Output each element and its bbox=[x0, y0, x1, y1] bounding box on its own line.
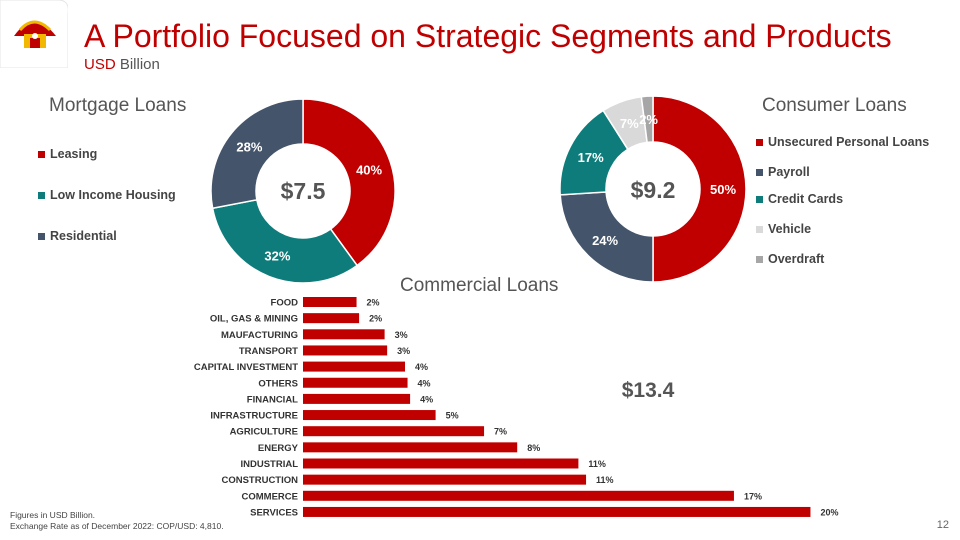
legend-label: Credit Cards bbox=[768, 192, 844, 206]
bar-category-label: CONSTRUCTION bbox=[221, 475, 298, 486]
donut-slice-unsecured-personal-loans bbox=[652, 95, 747, 283]
commercial-total: $13.4 bbox=[621, 379, 675, 402]
page-subtitle: USD Billion bbox=[84, 56, 160, 73]
legend-item-low-income-housing: Low Income Housing bbox=[38, 188, 176, 202]
legend-swatch bbox=[756, 255, 763, 263]
legend-item-vehicle: Vehicle bbox=[756, 222, 811, 236]
bar-category-label: TRANSPORT bbox=[239, 346, 298, 357]
donut-slice-payroll bbox=[559, 191, 654, 283]
bar-value-label: 7% bbox=[494, 427, 507, 437]
legend-item-payroll: Payroll bbox=[756, 165, 810, 179]
legend-swatch bbox=[38, 150, 45, 158]
legend-item-residential: Residential bbox=[38, 229, 117, 243]
consumer-loans-title: Consumer Loans bbox=[762, 95, 907, 116]
bar-value-label: 4% bbox=[420, 394, 433, 404]
legend-label: Leasing bbox=[50, 147, 98, 161]
legend-label: Unsecured Personal Loans bbox=[768, 135, 930, 149]
bar-agriculture bbox=[303, 426, 485, 437]
bar-category-label: FOOD bbox=[271, 298, 299, 309]
footnote-line-1: Figures in USD Billion. bbox=[10, 510, 96, 520]
bar-others bbox=[303, 377, 408, 388]
bar-services bbox=[303, 506, 811, 517]
legend-swatch bbox=[756, 168, 763, 176]
legend-item-overdraft: Overdraft bbox=[756, 252, 824, 266]
bar-value-label: 20% bbox=[820, 507, 838, 517]
legend-label: Residential bbox=[50, 229, 117, 243]
bar-commerce bbox=[303, 490, 734, 501]
bar-oil-gas-mining bbox=[303, 313, 360, 324]
slice-label-credit-cards: 17% bbox=[578, 150, 604, 165]
bar-category-label: INDUSTRIAL bbox=[240, 459, 298, 470]
legend-label: Payroll bbox=[768, 165, 810, 179]
bar-value-label: 2% bbox=[369, 314, 382, 324]
slice-label-vehicle: 7% bbox=[620, 116, 639, 131]
bar-construction bbox=[303, 474, 587, 485]
bar-maufacturing bbox=[303, 329, 385, 340]
bar-food bbox=[303, 297, 357, 307]
bar-value-label: 3% bbox=[395, 330, 408, 340]
mortgage-loans-title: Mortgage Loans bbox=[49, 95, 187, 116]
donut-slice-residential bbox=[210, 98, 304, 210]
legend-swatch bbox=[38, 191, 45, 199]
legend-swatch bbox=[756, 138, 763, 146]
commercial-loans-title: Commercial Loans bbox=[400, 275, 559, 296]
slice-label-low-income-housing: 32% bbox=[264, 249, 290, 264]
footnote-line-2: Exchange Rate as of December 2022: COP/U… bbox=[10, 521, 224, 531]
donut-slice-low-income-housing bbox=[211, 198, 359, 284]
bar-value-label: 3% bbox=[397, 346, 410, 356]
bar-category-label: ENERGY bbox=[258, 443, 299, 454]
legend-item-credit-cards: Credit Cards bbox=[756, 192, 843, 206]
donut-slice-leasing bbox=[302, 98, 396, 267]
legend-swatch bbox=[756, 195, 763, 203]
bar-industrial bbox=[303, 458, 579, 469]
logo bbox=[0, 0, 69, 69]
slice-label-overdraft: 2% bbox=[639, 112, 658, 127]
bar-category-label: SERVICES bbox=[250, 507, 298, 518]
subtitle-currency: USD bbox=[84, 56, 116, 73]
page-title: A Portfolio Focused on Strategic Segment… bbox=[84, 18, 892, 54]
legend-label: Vehicle bbox=[768, 222, 812, 236]
bar-category-label: MAUFACTURING bbox=[221, 330, 298, 341]
bar-category-label: AGRICULTURE bbox=[230, 427, 298, 438]
mortgage-total: $7.5 bbox=[280, 178, 326, 204]
subtitle-unit: Billion bbox=[115, 56, 160, 73]
bar-category-label: OIL, GAS & MINING bbox=[210, 314, 298, 325]
bar-value-label: 11% bbox=[596, 475, 614, 485]
consumer-donut-chart: 50% 24% 17% 7% 2% bbox=[559, 95, 747, 283]
bar-category-label: INFRASTRUCTURE bbox=[210, 411, 298, 422]
page-number: 12 bbox=[936, 519, 949, 531]
bar-value-label: 11% bbox=[588, 459, 606, 469]
bar-category-label: OTHERS bbox=[258, 378, 298, 389]
slice-label-residential: 28% bbox=[236, 140, 262, 155]
slice-label-payroll: 24% bbox=[592, 233, 618, 248]
bar-infrastructure bbox=[303, 410, 436, 421]
bar-energy bbox=[303, 442, 518, 453]
legend-swatch bbox=[38, 232, 45, 240]
legend-item-leasing: Leasing bbox=[38, 147, 97, 161]
bar-transport bbox=[303, 345, 388, 356]
bar-category-label: COMMERCE bbox=[242, 491, 298, 502]
bar-financial bbox=[303, 393, 411, 404]
legend-label: Overdraft bbox=[768, 252, 825, 266]
donut-slice-overdraft bbox=[640, 95, 654, 144]
legend-item-unsecured-personal-loans: Unsecured Personal Loans bbox=[756, 135, 929, 149]
mortgage-donut-chart: 40% 32% 28% bbox=[210, 98, 396, 284]
commercial-bar-chart: FOOD 2% OIL, GAS & MINING 2% MAUFACTURING 3% T… bbox=[194, 297, 838, 518]
bar-value-label: 4% bbox=[418, 378, 431, 388]
slice-label-leasing: 40% bbox=[356, 163, 382, 178]
legend-label: Low Income Housing bbox=[50, 188, 176, 202]
house-umbrella-logo-icon bbox=[0, 0, 69, 69]
bar-value-label: 5% bbox=[446, 411, 459, 421]
bar-category-label: CAPITAL INVESTMENT bbox=[194, 362, 298, 373]
bar-capital-investment bbox=[303, 361, 405, 372]
consumer-total: $9.2 bbox=[630, 177, 676, 203]
bar-category-label: FINANCIAL bbox=[247, 394, 298, 405]
bar-value-label: 2% bbox=[367, 298, 380, 308]
bar-value-label: 17% bbox=[744, 491, 762, 501]
bar-value-label: 4% bbox=[415, 362, 428, 372]
legend-swatch bbox=[756, 225, 763, 233]
slice-label-unsecured-personal-loans: 50% bbox=[710, 182, 736, 197]
footnote: Figures in USD Billion. Exchange Rate as… bbox=[10, 510, 224, 532]
bar-value-label: 8% bbox=[527, 443, 540, 453]
